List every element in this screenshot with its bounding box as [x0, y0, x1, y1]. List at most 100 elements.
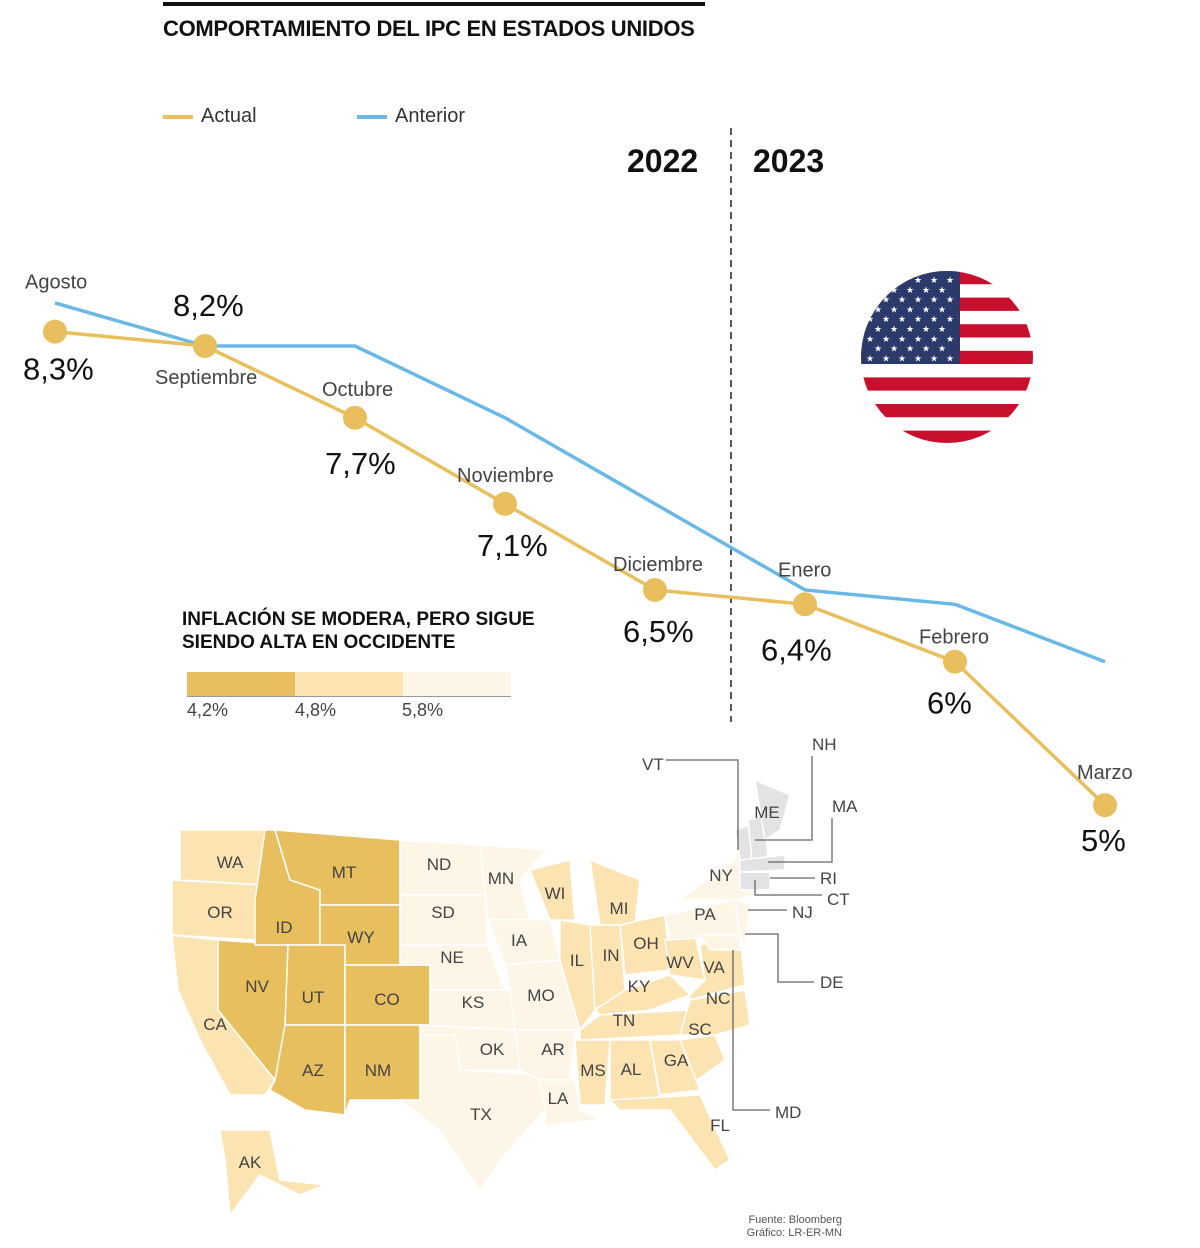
- data-point-actual: [1093, 793, 1117, 818]
- state-label: WI: [545, 884, 566, 903]
- state-label: SD: [431, 903, 455, 922]
- year-2022: 2022: [627, 143, 699, 179]
- state-label: KY: [628, 977, 651, 996]
- state-label: MS: [580, 1061, 606, 1080]
- state-label: TX: [470, 1105, 492, 1124]
- state-label: FL: [710, 1116, 730, 1135]
- svg-text:★: ★: [938, 344, 946, 354]
- svg-text:★: ★: [906, 285, 914, 295]
- state-mn: [479, 844, 547, 921]
- state-me: [754, 778, 791, 842]
- callout-label-vt: VT: [642, 755, 664, 774]
- svg-text:★: ★: [890, 324, 898, 334]
- callout-label-ma: MA: [832, 797, 858, 816]
- svg-text:★: ★: [930, 334, 938, 344]
- svg-text:★: ★: [890, 344, 898, 354]
- state-ut: [284, 944, 346, 1026]
- svg-text:★: ★: [946, 275, 954, 285]
- svg-text:★: ★: [906, 324, 914, 334]
- state-label: MN: [488, 869, 514, 888]
- state-fl: [608, 1094, 731, 1172]
- month-label: Septiembre: [155, 367, 257, 389]
- state-label: UT: [302, 988, 325, 1007]
- state-ma: [739, 854, 786, 873]
- value-label: 6,4%: [761, 632, 832, 667]
- data-point-actual: [43, 319, 67, 344]
- legend-anterior: Anterior: [357, 105, 465, 128]
- svg-text:★: ★: [914, 275, 922, 285]
- svg-text:★: ★: [874, 344, 882, 354]
- map-title: INFLACIÓN SE MODERA, PERO SIGUE SIENDO A…: [182, 609, 535, 653]
- svg-text:★: ★: [914, 353, 922, 363]
- svg-text:★: ★: [938, 324, 946, 334]
- svg-text:★: ★: [930, 295, 938, 305]
- chart-title: COMPORTAMIENTO DEL IPC EN ESTADOS UNIDOS: [163, 2, 705, 42]
- svg-text:★: ★: [922, 344, 930, 354]
- svg-text:★: ★: [866, 314, 874, 324]
- series-line-anterior: [54, 301, 1106, 664]
- svg-text:★: ★: [946, 334, 954, 344]
- state-label: WY: [347, 928, 374, 947]
- state-label: WA: [217, 853, 244, 872]
- state-label: IA: [511, 931, 528, 950]
- svg-text:★: ★: [882, 353, 890, 363]
- credit-text: Gráfico: LR-ER-MN: [746, 1227, 842, 1239]
- svg-text:★: ★: [882, 295, 890, 305]
- callout-label-nh: NH: [812, 735, 837, 754]
- state-tx: [397, 1034, 546, 1192]
- month-label: Marzo: [1077, 762, 1133, 784]
- legend-swatch-anterior: [357, 114, 387, 119]
- state-il: [559, 919, 596, 1032]
- state-label: WV: [666, 953, 694, 972]
- svg-text:★: ★: [866, 334, 874, 344]
- svg-text:★: ★: [906, 304, 914, 314]
- data-point-actual: [493, 491, 517, 516]
- svg-text:★: ★: [906, 344, 914, 354]
- month-label: Enero: [778, 559, 831, 581]
- series-line-actual: [54, 329, 1107, 807]
- scale-swatch-high: [403, 672, 511, 696]
- svg-text:★: ★: [922, 285, 930, 295]
- state-md: [698, 934, 741, 951]
- data-point-actual: [793, 592, 817, 617]
- value-label: 8,3%: [23, 352, 94, 387]
- callout-label-de: DE: [820, 973, 844, 992]
- state-label: ND: [427, 855, 452, 874]
- state-label: MT: [332, 863, 357, 882]
- state-la: [539, 1079, 603, 1126]
- value-label: 7,1%: [477, 528, 548, 563]
- data-point-actual: [943, 649, 967, 674]
- callout-line: [754, 880, 822, 896]
- svg-text:★: ★: [938, 285, 946, 295]
- state-ak: [219, 1129, 326, 1218]
- state-label: OK: [480, 1040, 505, 1059]
- svg-text:★: ★: [874, 324, 882, 334]
- state-label: LA: [548, 1089, 569, 1108]
- state-label: CO: [374, 990, 400, 1009]
- svg-text:★: ★: [882, 334, 890, 344]
- callout-line: [768, 818, 833, 863]
- scale-swatch-mid: [295, 672, 403, 696]
- state-label: IL: [570, 951, 584, 970]
- state-label: TN: [613, 1011, 636, 1030]
- state-label: ME: [754, 803, 780, 822]
- callout-line: [666, 759, 739, 850]
- value-label: 8,2%: [173, 288, 244, 323]
- svg-text:★: ★: [882, 275, 890, 285]
- callout-label-ri: RI: [820, 869, 837, 888]
- svg-text:★: ★: [866, 275, 874, 285]
- svg-text:★: ★: [874, 285, 882, 295]
- scale-label-low: 4,2%: [187, 700, 229, 720]
- state-label: CA: [203, 1015, 227, 1034]
- state-label: GA: [664, 1051, 689, 1070]
- svg-text:★: ★: [898, 295, 906, 305]
- state-label: VA: [703, 958, 725, 977]
- us-map: WA OR CA NV ID MT WY UT CO AZ NM ND SD NE KS OK TX MN IA MO…: [171, 735, 858, 1218]
- source-text: Fuente: Bloomberg: [748, 1214, 842, 1226]
- month-label: Octubre: [322, 379, 393, 401]
- state-label: AZ: [302, 1061, 324, 1080]
- svg-text:★: ★: [890, 285, 898, 295]
- month-label: Diciembre: [613, 554, 703, 576]
- month-label: Febrero: [919, 627, 989, 649]
